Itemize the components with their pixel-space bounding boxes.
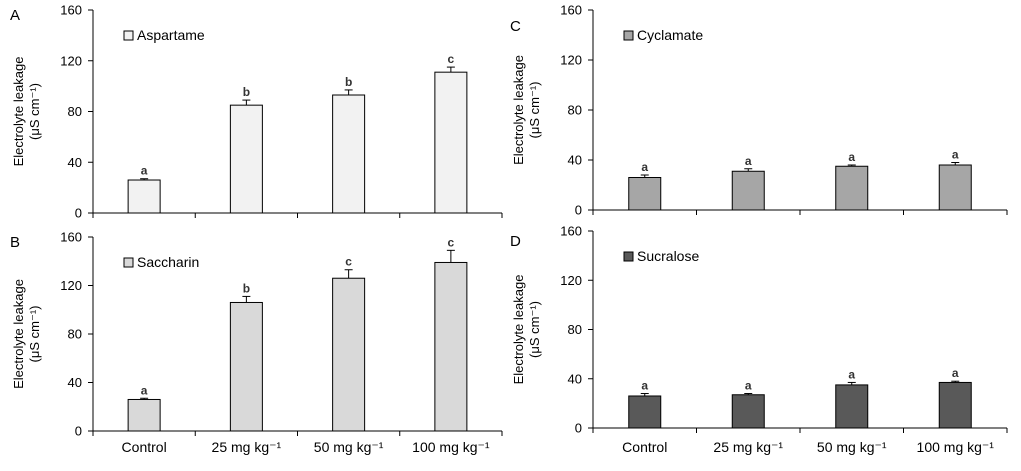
y-axis-title: Electrolyte leakage(μS cm⁻¹) xyxy=(11,279,42,389)
legend-label: Saccharin xyxy=(137,254,199,270)
x-tick-label: 100 mg kg⁻¹ xyxy=(917,439,995,455)
legend-label: Cyclamate xyxy=(637,27,703,43)
chart-panel-a: A 0 40 80 120 160 Electrolyte leakage(μS cm⁻¹)… xyxy=(10,3,503,221)
y-tick-label: 120 xyxy=(560,273,582,288)
y-axis-title-line: Electrolyte leakage xyxy=(11,279,26,389)
y-tick-label: 0 xyxy=(75,206,82,221)
y-tick-label: 120 xyxy=(60,278,82,293)
bar xyxy=(835,384,869,429)
significance-letter: a xyxy=(745,154,752,168)
chart-panel-c: C 0 40 80 120 160 Electrolyte leakage(μS cm⁻¹)… xyxy=(510,3,1008,218)
y-tick-label: 80 xyxy=(68,327,82,342)
legend-swatch xyxy=(123,30,134,41)
x-tick-label: Control xyxy=(122,439,167,455)
y-tick-label: 40 xyxy=(68,155,82,170)
bar xyxy=(628,177,662,211)
panel-label: C xyxy=(510,18,521,35)
bar xyxy=(229,301,263,432)
panel-label: A xyxy=(10,7,20,24)
y-tick-label: 160 xyxy=(60,3,82,18)
y-tick-label: 80 xyxy=(568,103,582,118)
bar xyxy=(127,179,161,214)
panel-label: B xyxy=(10,234,20,251)
significance-letter: b xyxy=(243,281,250,295)
panel-label: D xyxy=(510,233,521,250)
bar xyxy=(332,277,366,432)
significance-letter: b xyxy=(345,75,352,89)
y-tick-label: 0 xyxy=(575,203,582,218)
significance-letter: b xyxy=(243,85,250,99)
bar xyxy=(628,395,662,429)
legend-swatch xyxy=(623,251,634,262)
legend-label: Aspartame xyxy=(137,27,205,43)
significance-letter: a xyxy=(952,366,959,380)
significance-letter: a xyxy=(745,379,752,393)
significance-letter: a xyxy=(641,379,648,393)
x-tick-label: 50 mg kg⁻¹ xyxy=(817,439,887,455)
significance-letter: c xyxy=(448,52,455,66)
bar xyxy=(938,164,972,211)
y-tick-label: 40 xyxy=(568,153,582,168)
y-axis-title-unit: (μS cm⁻¹) xyxy=(527,82,542,139)
y-tick-label: 120 xyxy=(60,53,82,68)
y-tick-label: 160 xyxy=(560,224,582,239)
bar xyxy=(938,381,972,429)
bar xyxy=(731,394,765,429)
chart-panel-b: B 0 40 80 120 160 Electrolyte leakage(μS cm⁻¹)… xyxy=(10,230,503,455)
x-tick-label: Control xyxy=(622,439,667,455)
legend-swatch xyxy=(123,257,134,268)
y-axis-title-unit: (μS cm⁻¹) xyxy=(27,83,42,140)
y-tick-label: 0 xyxy=(575,421,582,436)
significance-letter: a xyxy=(952,148,959,162)
significance-letter: a xyxy=(641,160,648,174)
significance-letter: a xyxy=(141,164,148,178)
significance-letter: a xyxy=(848,367,855,381)
bar xyxy=(229,104,263,214)
y-axis-title: Electrolyte leakage(μS cm⁻¹) xyxy=(511,55,542,165)
y-tick-label: 0 xyxy=(75,424,82,439)
significance-letter: a xyxy=(141,383,148,397)
bar xyxy=(731,170,765,211)
y-tick-label: 40 xyxy=(568,371,582,386)
significance-letter: a xyxy=(848,150,855,164)
bar xyxy=(434,261,468,432)
y-tick-label: 80 xyxy=(68,104,82,119)
y-axis-title-unit: (μS cm⁻¹) xyxy=(27,306,42,363)
x-tick-label: 50 mg kg⁻¹ xyxy=(314,439,384,455)
bar xyxy=(332,94,366,214)
y-axis-title-line: Electrolyte leakage xyxy=(511,275,526,385)
y-tick-label: 160 xyxy=(560,3,582,18)
y-axis-title: Electrolyte leakage(μS cm⁻¹) xyxy=(511,275,542,385)
y-tick-label: 80 xyxy=(568,322,582,337)
significance-letter: c xyxy=(448,235,455,249)
y-axis-title-line: Electrolyte leakage xyxy=(511,55,526,165)
y-axis-title-line: Electrolyte leakage xyxy=(11,57,26,167)
y-axis-title-unit: (μS cm⁻¹) xyxy=(527,301,542,358)
bar xyxy=(835,165,869,211)
y-tick-label: 120 xyxy=(560,53,582,68)
x-tick-label: 100 mg kg⁻¹ xyxy=(412,439,490,455)
y-tick-label: 160 xyxy=(60,230,82,245)
x-tick-label: 25 mg kg⁻¹ xyxy=(212,439,282,455)
y-axis-title: Electrolyte leakage(μS cm⁻¹) xyxy=(11,57,42,167)
y-tick-label: 40 xyxy=(68,375,82,390)
significance-letter: c xyxy=(345,255,352,269)
bar xyxy=(434,71,468,214)
legend-label: Sucralose xyxy=(637,248,699,264)
chart-panel-d: D 0 40 80 120 160 Electrolyte leakage(μS cm⁻¹)… xyxy=(510,224,1008,455)
bar xyxy=(127,398,161,432)
x-tick-label: 25 mg kg⁻¹ xyxy=(713,439,783,455)
legend-swatch xyxy=(623,30,634,41)
